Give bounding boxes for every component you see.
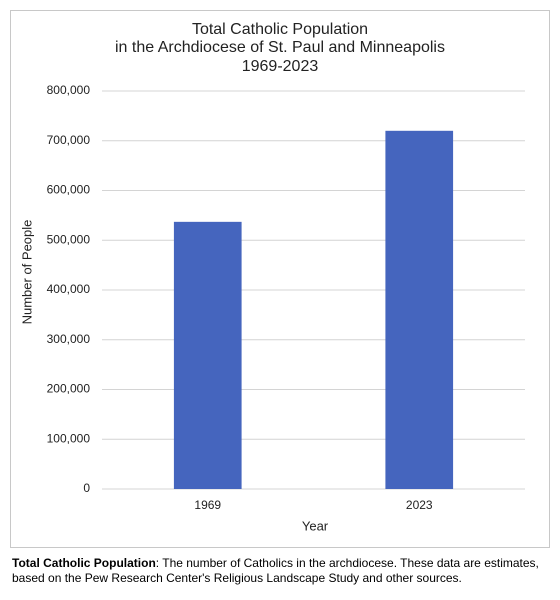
- caption-text: : The number of Catholics in the archdio…: [12, 556, 539, 585]
- x-tick-label: 1969: [194, 498, 221, 512]
- y-tick-label: 600,000: [47, 183, 91, 197]
- x-axis-label: Year: [302, 518, 329, 533]
- y-tick-label: 0: [83, 481, 90, 495]
- y-tick-label: 500,000: [47, 232, 91, 246]
- y-tick-label: 700,000: [47, 133, 91, 147]
- chart-frame: [10, 10, 550, 548]
- chart-title: 1969-2023: [242, 58, 319, 75]
- chart-title: in the Archdiocese of St. Paul and Minne…: [115, 39, 445, 56]
- y-tick-label: 800,000: [47, 83, 91, 97]
- chart: Total Catholic Population in the Archdio…: [10, 10, 550, 548]
- x-tick-label: 2023: [406, 498, 433, 512]
- chart-title: Total Catholic Population: [192, 21, 368, 38]
- y-tick-label: 200,000: [47, 382, 91, 396]
- y-axis-label: Number of People: [19, 220, 34, 325]
- bar: [385, 130, 454, 490]
- caption-term: Total Catholic Population: [12, 556, 156, 570]
- caption: Total Catholic Population: The number of…: [12, 556, 557, 586]
- y-tick-label: 300,000: [47, 332, 91, 346]
- y-tick-label: 400,000: [47, 282, 91, 296]
- y-tick-label: 100,000: [47, 431, 91, 445]
- bar: [173, 221, 242, 489]
